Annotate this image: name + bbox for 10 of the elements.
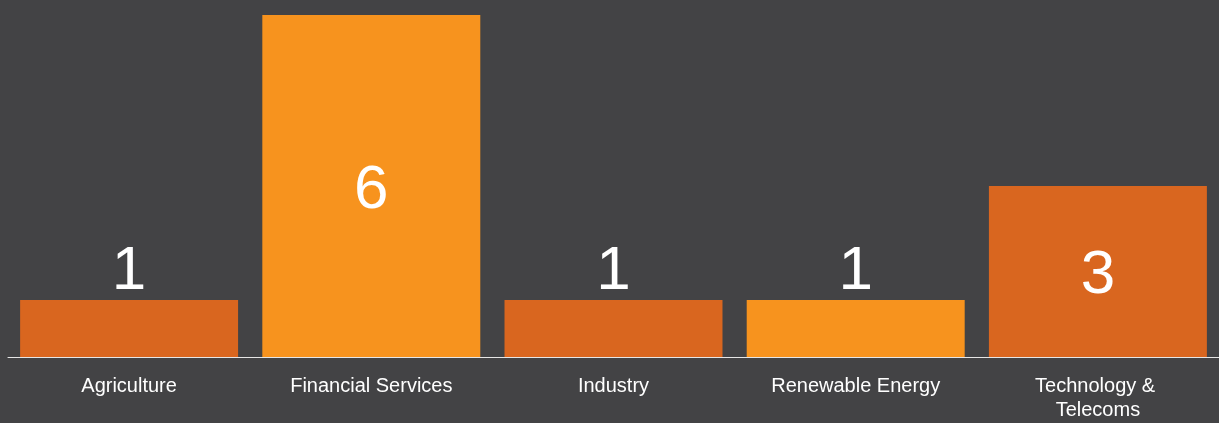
data-label: 1	[111, 232, 147, 302]
x-tick-label: Industry	[577, 374, 650, 396]
data-label: 1	[838, 232, 873, 302]
data-label: 6	[354, 151, 389, 221]
x-tick-label: Renewable Energy	[771, 374, 941, 396]
x-tick-label: Technology & Telecoms	[1035, 374, 1161, 420]
x-tick-label: Financial Services	[290, 374, 453, 396]
data-label: 1	[596, 232, 631, 302]
x-tick-label: Agriculture	[81, 374, 177, 396]
data-label: 3	[1080, 237, 1116, 306]
